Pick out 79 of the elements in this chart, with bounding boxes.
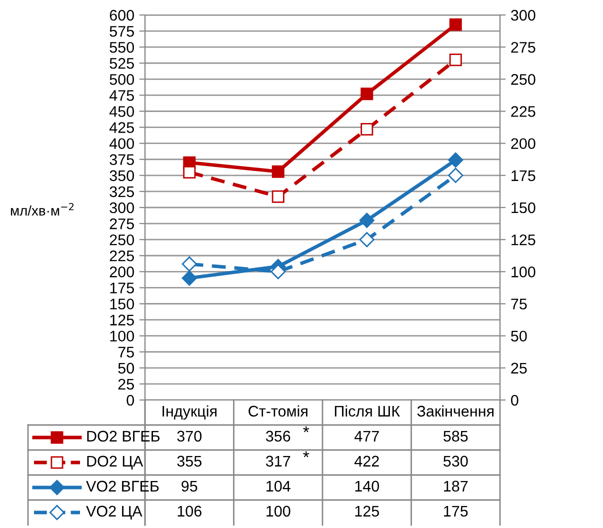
data-label: 175	[444, 506, 468, 517]
y-tick-label: 25	[118, 378, 134, 390]
text: *	[303, 451, 310, 458]
point	[183, 166, 196, 178]
data-label: 106	[178, 506, 202, 517]
point	[359, 212, 374, 228]
y2-tick-label: 250	[511, 74, 536, 85]
legend-label: VO2 ЦА	[86, 506, 142, 520]
y2-tick-label: 225	[511, 106, 536, 117]
data-label: 187	[444, 480, 468, 492]
y-tick-label: 300	[110, 202, 134, 214]
y-tick-label: 575	[110, 26, 134, 37]
y-tick-label: 525	[110, 58, 134, 69]
data-label: 317	[266, 456, 290, 467]
point	[449, 18, 462, 31]
point	[449, 54, 462, 66]
y2-tick-label: 50	[511, 330, 527, 342]
y2-tick-label: 200	[511, 138, 536, 150]
point	[272, 190, 284, 203]
x-tick-label: Закінчення	[417, 405, 494, 417]
point	[359, 232, 374, 248]
y-tick-label: 450	[109, 106, 134, 117]
data-label: 125	[355, 506, 379, 517]
data-label: 477	[354, 430, 379, 442]
data-label: 422	[354, 456, 379, 466]
x-tick-label: Ст-томія	[248, 405, 308, 417]
y-tick-label: 375	[110, 154, 134, 166]
y2-tick-label: 0	[511, 394, 518, 406]
point	[360, 88, 374, 100]
y-tick-label: 125	[110, 314, 134, 326]
y2-tick-label: 175	[512, 170, 536, 182]
x-tick-label: Індукція	[162, 405, 216, 420]
data-label: 585	[443, 430, 468, 442]
point	[448, 168, 464, 183]
y2-tick-label: 75	[511, 298, 527, 310]
y-axis-title: мл/хв·м$^{−2}$	[10, 202, 74, 216]
legend-label: VO2 ВГЕБ	[86, 480, 159, 492]
point	[182, 270, 197, 286]
data-label: 355	[177, 456, 202, 467]
y-tick-label: 175	[110, 282, 134, 294]
y-tick-label: 50	[118, 362, 134, 374]
data-label: 370	[177, 430, 202, 442]
data-label: 95	[182, 480, 198, 492]
y-tick-label: 150	[110, 298, 134, 310]
point	[272, 165, 284, 178]
data-label: 140	[355, 480, 380, 492]
y2-tick-label: 300	[511, 10, 536, 21]
y-tick-label: 100	[110, 330, 134, 342]
y2-tick-label: 275	[511, 42, 536, 53]
point	[270, 264, 286, 280]
y-tick-label: 250	[110, 234, 134, 246]
legend-label: DO2 ЦА	[87, 456, 144, 470]
data-label: 356	[266, 430, 290, 442]
y-tick-label: 475	[109, 90, 134, 101]
y-tick-label: 75	[118, 346, 134, 358]
y-tick-label: 350	[110, 170, 134, 182]
y-tick-label: 425	[109, 122, 134, 133]
text: *	[303, 426, 310, 432]
data-label: 530	[443, 456, 468, 467]
y-tick-label: 200	[110, 266, 134, 278]
y2-tick-label: 100	[512, 266, 536, 278]
y-tick-label: 400	[109, 138, 134, 150]
y2-tick-label: 125	[512, 234, 536, 246]
y-tick-label: 325	[110, 186, 134, 198]
data-label: 104	[266, 480, 290, 492]
y2-tick-label: 25	[511, 362, 527, 374]
y-tick-label: 550	[110, 42, 134, 53]
point	[448, 152, 464, 168]
y-tick-label: 225	[110, 250, 134, 262]
point	[182, 256, 197, 272]
y-tick-label: 275	[110, 218, 134, 230]
y-tick-label: 500	[110, 74, 134, 85]
legend-label: DO2 ВГЕБ	[87, 430, 160, 442]
point	[360, 122, 374, 136]
y-tick-label: 600	[110, 10, 134, 21]
data-label: 100	[266, 506, 290, 517]
y2-tick-label: 150	[512, 202, 536, 214]
y-tick-label: 0	[126, 394, 134, 406]
x-tick-label: Після ШК	[334, 405, 400, 417]
